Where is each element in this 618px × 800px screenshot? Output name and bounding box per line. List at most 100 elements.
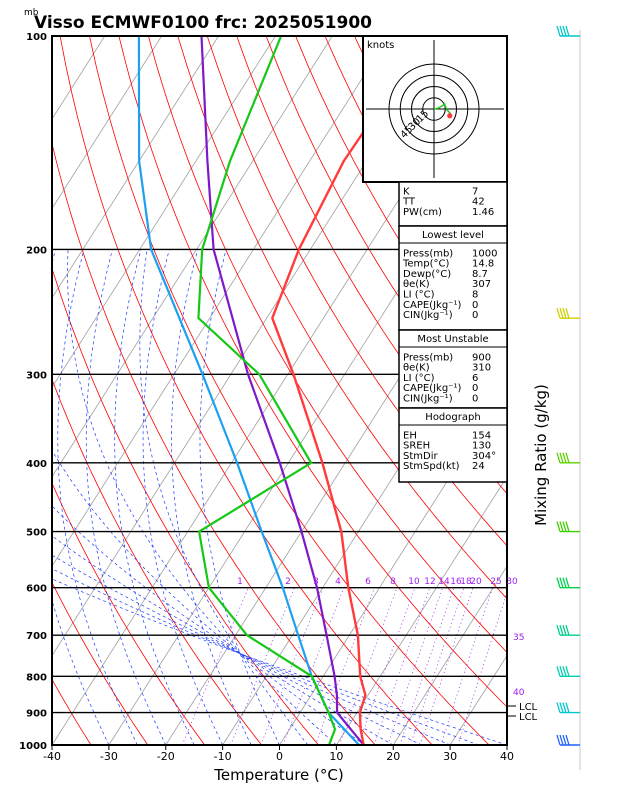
pressure-tick-label: 300 <box>26 370 47 381</box>
dry-adiabat-line <box>52 581 149 745</box>
panel-row-label: Temp(°C) <box>402 259 450 270</box>
pressure-tick-label: 500 <box>26 528 47 539</box>
wind-barbs <box>556 25 581 770</box>
panel-row-label: θe(K) <box>403 363 430 374</box>
panel-row-value: 130 <box>472 441 491 452</box>
panel-row-label: CAPE(Jkg⁻¹) <box>403 383 461 394</box>
mixing-ratio-axis-title: Mixing Ratio (g/kg) <box>532 384 550 526</box>
dry-adiabat-line <box>52 378 262 745</box>
dry-adiabat-line <box>59 36 433 745</box>
pressure-tick-label: 700 <box>26 631 47 642</box>
hodograph-stats-panel: Hodograph EH 154 SREH 130 StmDir 304° StmSpd(kt… <box>398 407 508 483</box>
dry-adiabat-line <box>236 36 507 495</box>
wind-barb-flag <box>559 307 564 319</box>
wind-barb-flag <box>562 307 567 319</box>
pressure-labels: 100 200 300 400 500 600 700 800 900 1000 <box>19 32 47 752</box>
wind-barb-flag <box>562 666 567 677</box>
wind-barb-flag <box>559 624 564 636</box>
mixing-ratio-label: 18 <box>460 577 472 587</box>
chart-title: Visso ECMWF0100 frc: 2025051900 <box>34 13 372 33</box>
hodograph-ring <box>422 97 446 121</box>
hodograph-ring <box>388 63 480 155</box>
panel-row-value: 304° <box>472 451 496 462</box>
wind-barb-flag <box>556 521 561 532</box>
panel-row-value: 900 <box>472 352 491 363</box>
panel-row-value: 7 <box>472 186 478 197</box>
pressure-tick-label: 1000 <box>19 741 47 752</box>
pressure-tick-label: 600 <box>26 584 47 595</box>
wind-barb-flag <box>556 452 561 464</box>
x-tick-label: -30 <box>100 750 118 763</box>
panel-row-label: StmSpd(kt) <box>403 461 460 472</box>
panel-row-label: LI (°C) <box>403 290 435 301</box>
wind-barb-flag <box>562 734 567 746</box>
panel-title: Most Unstable <box>417 334 488 345</box>
wind-barb-flag <box>565 521 570 532</box>
panel-row-value: 1000 <box>472 248 497 259</box>
mixing-ratio-label: 8 <box>390 577 396 587</box>
dewpoint-series <box>197 36 337 745</box>
wind-barb-flag <box>556 25 561 37</box>
most-unstable-panel: Most Unstable Press(mb) 900 θe(K) 310 LI (°C)… <box>398 329 508 409</box>
wind-barb-flag <box>565 307 570 319</box>
panel-row-label: SREH <box>403 441 430 452</box>
pressure-tick-label: 900 <box>26 709 47 720</box>
wind-barb-flag <box>559 734 564 746</box>
wind-barb-flag <box>556 624 561 636</box>
moist-adiabat-guide <box>57 249 138 745</box>
mixing-ratio-line <box>181 587 249 745</box>
moist-adiabat-guide <box>52 568 479 745</box>
mixing-ratio-label: 6 <box>365 577 371 587</box>
panel-row-label: LI (°C) <box>403 373 435 384</box>
moist-adiabat-guide <box>67 249 337 745</box>
indices-panel: K 7 TT 42 PW(cm) 1.46 <box>398 181 508 227</box>
panel-title: Hodograph <box>425 412 480 423</box>
temperature-labels: -40 -30 -20 -10 0 10 20 30 40 <box>43 745 514 763</box>
moist-adiabat-guide <box>139 249 309 745</box>
dry-adiabat-line <box>148 36 507 653</box>
moist-adiabat-series <box>137 36 360 745</box>
mixing-ratio-label: 25 <box>490 577 501 587</box>
dry-adiabat-line <box>118 36 507 708</box>
isotherm-line <box>52 36 219 299</box>
mixing-ratio-line <box>399 587 455 745</box>
mixing-ratio-label: 12 <box>424 577 435 587</box>
x-tick-label: -20 <box>157 750 175 763</box>
x-tick-label: 20 <box>386 750 400 763</box>
moist-adiabat-guide <box>52 249 110 745</box>
panel-row-value: 0 <box>472 394 478 405</box>
wind-barb-flag <box>562 25 567 37</box>
pressure-tick-label: 400 <box>26 459 47 470</box>
dry-adiabat-line <box>52 678 92 745</box>
panel-row-label: Press(mb) <box>403 248 453 259</box>
wind-barb-flag <box>562 702 567 713</box>
panel-row-label: θe(K) <box>403 279 430 290</box>
x-tick-label: -10 <box>214 750 232 763</box>
panel-row-label: StmDir <box>403 451 438 462</box>
panel-row-value: 1.46 <box>472 207 494 218</box>
pressure-tick-label: 200 <box>26 245 47 256</box>
wind-barb-flag <box>562 452 567 464</box>
wind-barb-flag <box>559 452 564 464</box>
storm-motion-marker <box>447 113 453 119</box>
isotherm-line <box>392 565 507 745</box>
panel-row-value: 8.7 <box>472 269 488 280</box>
parcel-series <box>200 36 365 745</box>
panel-row-label: CIN(Jkg⁻¹) <box>403 394 453 405</box>
wind-barb-flag <box>559 702 564 713</box>
wind-barb-flag <box>556 734 561 746</box>
isotherm-line <box>52 36 276 389</box>
panel-row-label: CAPE(Jkg⁻¹) <box>403 300 461 311</box>
wind-barb-flag <box>556 702 561 713</box>
mixing-ratio-line <box>282 587 345 745</box>
panel-row-label: TT <box>402 197 416 208</box>
panel-row-value: 14.8 <box>472 259 494 270</box>
moist-adiabat-guide <box>52 554 451 745</box>
dry-adiabat-line <box>52 267 319 745</box>
mixing-ratio-line <box>440 587 493 745</box>
dry-adiabat-line <box>52 141 376 745</box>
isotherm-line <box>52 36 390 567</box>
